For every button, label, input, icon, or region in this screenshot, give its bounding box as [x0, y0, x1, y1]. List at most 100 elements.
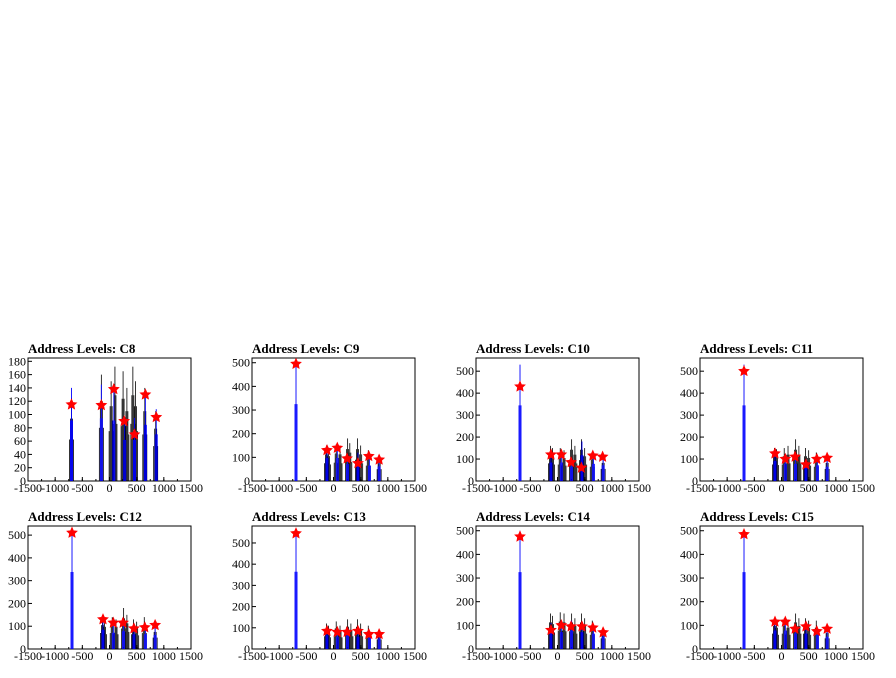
- y-tick-label: 500: [680, 364, 698, 378]
- y-tick-label: 400: [8, 551, 26, 565]
- plot-frame: [699, 357, 864, 482]
- peak-marker: [810, 452, 823, 465]
- x-tick-label: -500: [295, 481, 317, 495]
- peak-marker: [95, 398, 108, 411]
- x-tick-label: -1000: [489, 481, 517, 495]
- y-tick-label: 500: [456, 524, 474, 538]
- peak-marker: [821, 451, 834, 464]
- y-tick-label: 500: [680, 524, 698, 538]
- chart-title: Address Levels: C13: [252, 509, 366, 524]
- peak-marker: [290, 527, 302, 539]
- chart-title: Address Levels: C10: [476, 341, 590, 356]
- peak-marker: [362, 627, 375, 640]
- peak-marker: [150, 410, 163, 423]
- x-tick-label: -1500: [686, 649, 714, 663]
- peak-marker: [738, 528, 750, 540]
- y-tick-label: 300: [680, 571, 698, 585]
- y-tick-label: 140: [8, 381, 26, 395]
- x-tick-label: 1500: [403, 481, 427, 495]
- x-tick-label: 1000: [824, 481, 848, 495]
- y-tick-label: 500: [456, 364, 474, 378]
- x-tick-label: 1000: [376, 481, 400, 495]
- y-tick-label: 400: [232, 557, 250, 571]
- peak-marker: [65, 398, 78, 410]
- peak-marker: [810, 625, 823, 637]
- x-tick-label: 1500: [851, 481, 875, 495]
- y-tick-label: 100: [456, 452, 474, 466]
- x-tick-label: -1500: [462, 649, 490, 663]
- x-tick-label: -500: [71, 481, 93, 495]
- y-tick-label: 200: [680, 430, 698, 444]
- x-tick-label: 0: [779, 481, 785, 495]
- y-tick-label: 300: [232, 403, 250, 417]
- chart-svg: Address Levels: C11 -1500 -1000 -500 0 500 100…: [680, 341, 875, 495]
- y-tick-label: 400: [232, 379, 250, 393]
- y-tick-label: 100: [8, 408, 26, 422]
- peak-marker: [738, 364, 750, 377]
- peak-marker: [362, 449, 375, 462]
- y-tick-label: 300: [680, 408, 698, 422]
- peak-marker: [149, 618, 162, 631]
- peak-marker: [373, 627, 386, 640]
- chart-svg: Address Levels: C14 -1500 -1000 -500 0 500 100…: [456, 509, 651, 663]
- x-tick-label: -500: [743, 481, 765, 495]
- y-tick-label: 0: [692, 642, 698, 656]
- y-tick-label: 0: [20, 474, 26, 488]
- x-tick-label: 1000: [600, 649, 624, 663]
- y-tick-label: 200: [680, 595, 698, 609]
- y-tick-label: 20: [14, 461, 26, 475]
- peak-marker: [799, 458, 812, 470]
- chart-svg: Address Levels: C15 -1500 -1000 -500 0 500 100…: [680, 509, 875, 663]
- y-tick-label: 100: [680, 618, 698, 632]
- x-tick-label: -1000: [489, 649, 517, 663]
- peak-marker: [514, 530, 526, 542]
- peak-marker: [586, 449, 599, 461]
- x-tick-label: 1500: [403, 649, 427, 663]
- peak-marker: [575, 461, 588, 473]
- y-tick-label: 500: [8, 528, 26, 542]
- peak-marker: [514, 380, 526, 392]
- chart-title: Address Levels: C15: [700, 509, 814, 524]
- x-tick-label: -500: [743, 649, 765, 663]
- y-tick-label: 500: [232, 536, 250, 550]
- x-tick-label: -500: [519, 481, 541, 495]
- chart-panel: Address Levels: C15 -1500 -1000 -500 0 500 100…: [672, 508, 896, 678]
- y-tick-label: 400: [680, 547, 698, 561]
- y-tick-label: 0: [20, 642, 26, 656]
- y-tick-label: 80: [14, 421, 26, 435]
- peak-marker: [341, 625, 353, 638]
- y-tick-label: 160: [8, 368, 26, 382]
- chart-panel: Address Levels: C8 -1500 -1000 -500 0 500 1000…: [0, 340, 224, 510]
- y-tick-label: 300: [456, 408, 474, 422]
- x-tick-label: 1000: [600, 481, 624, 495]
- peak-marker: [107, 382, 120, 395]
- y-tick-label: 100: [232, 621, 250, 635]
- peak-marker: [789, 450, 801, 462]
- peak-marker: [544, 623, 557, 636]
- peak-marker: [351, 624, 364, 636]
- y-tick-label: 200: [456, 595, 474, 609]
- plot-frame: [699, 525, 864, 650]
- peak-marker: [107, 616, 120, 628]
- chart-title: Address Levels: C14: [476, 509, 590, 524]
- chart-panel: Address Levels: C12 -1500 -1000 -500 0 500 100…: [0, 508, 224, 678]
- y-tick-label: 300: [8, 574, 26, 588]
- chart-panel: Address Levels: C9 -1500 -1000 -500 0 500 1000…: [224, 340, 448, 510]
- peak-marker: [66, 526, 78, 538]
- peak-marker: [821, 622, 834, 634]
- x-tick-label: -500: [519, 649, 541, 663]
- peak-marker: [139, 388, 152, 400]
- y-tick-label: 200: [8, 596, 26, 610]
- x-tick-label: 1500: [179, 649, 203, 663]
- y-tick-label: 300: [456, 571, 474, 585]
- peak-marker: [544, 448, 557, 460]
- chart-panel: Address Levels: C13 -1500 -1000 -500 0 500 100…: [224, 508, 448, 678]
- x-tick-label: 0: [331, 649, 337, 663]
- chart-svg: Address Levels: C13 -1500 -1000 -500 0 500 100…: [232, 509, 427, 663]
- x-tick-label: 0: [555, 481, 561, 495]
- peak-marker: [127, 622, 140, 634]
- y-tick-label: 100: [680, 452, 698, 466]
- x-tick-label: 500: [352, 481, 370, 495]
- peak-marker: [351, 457, 364, 469]
